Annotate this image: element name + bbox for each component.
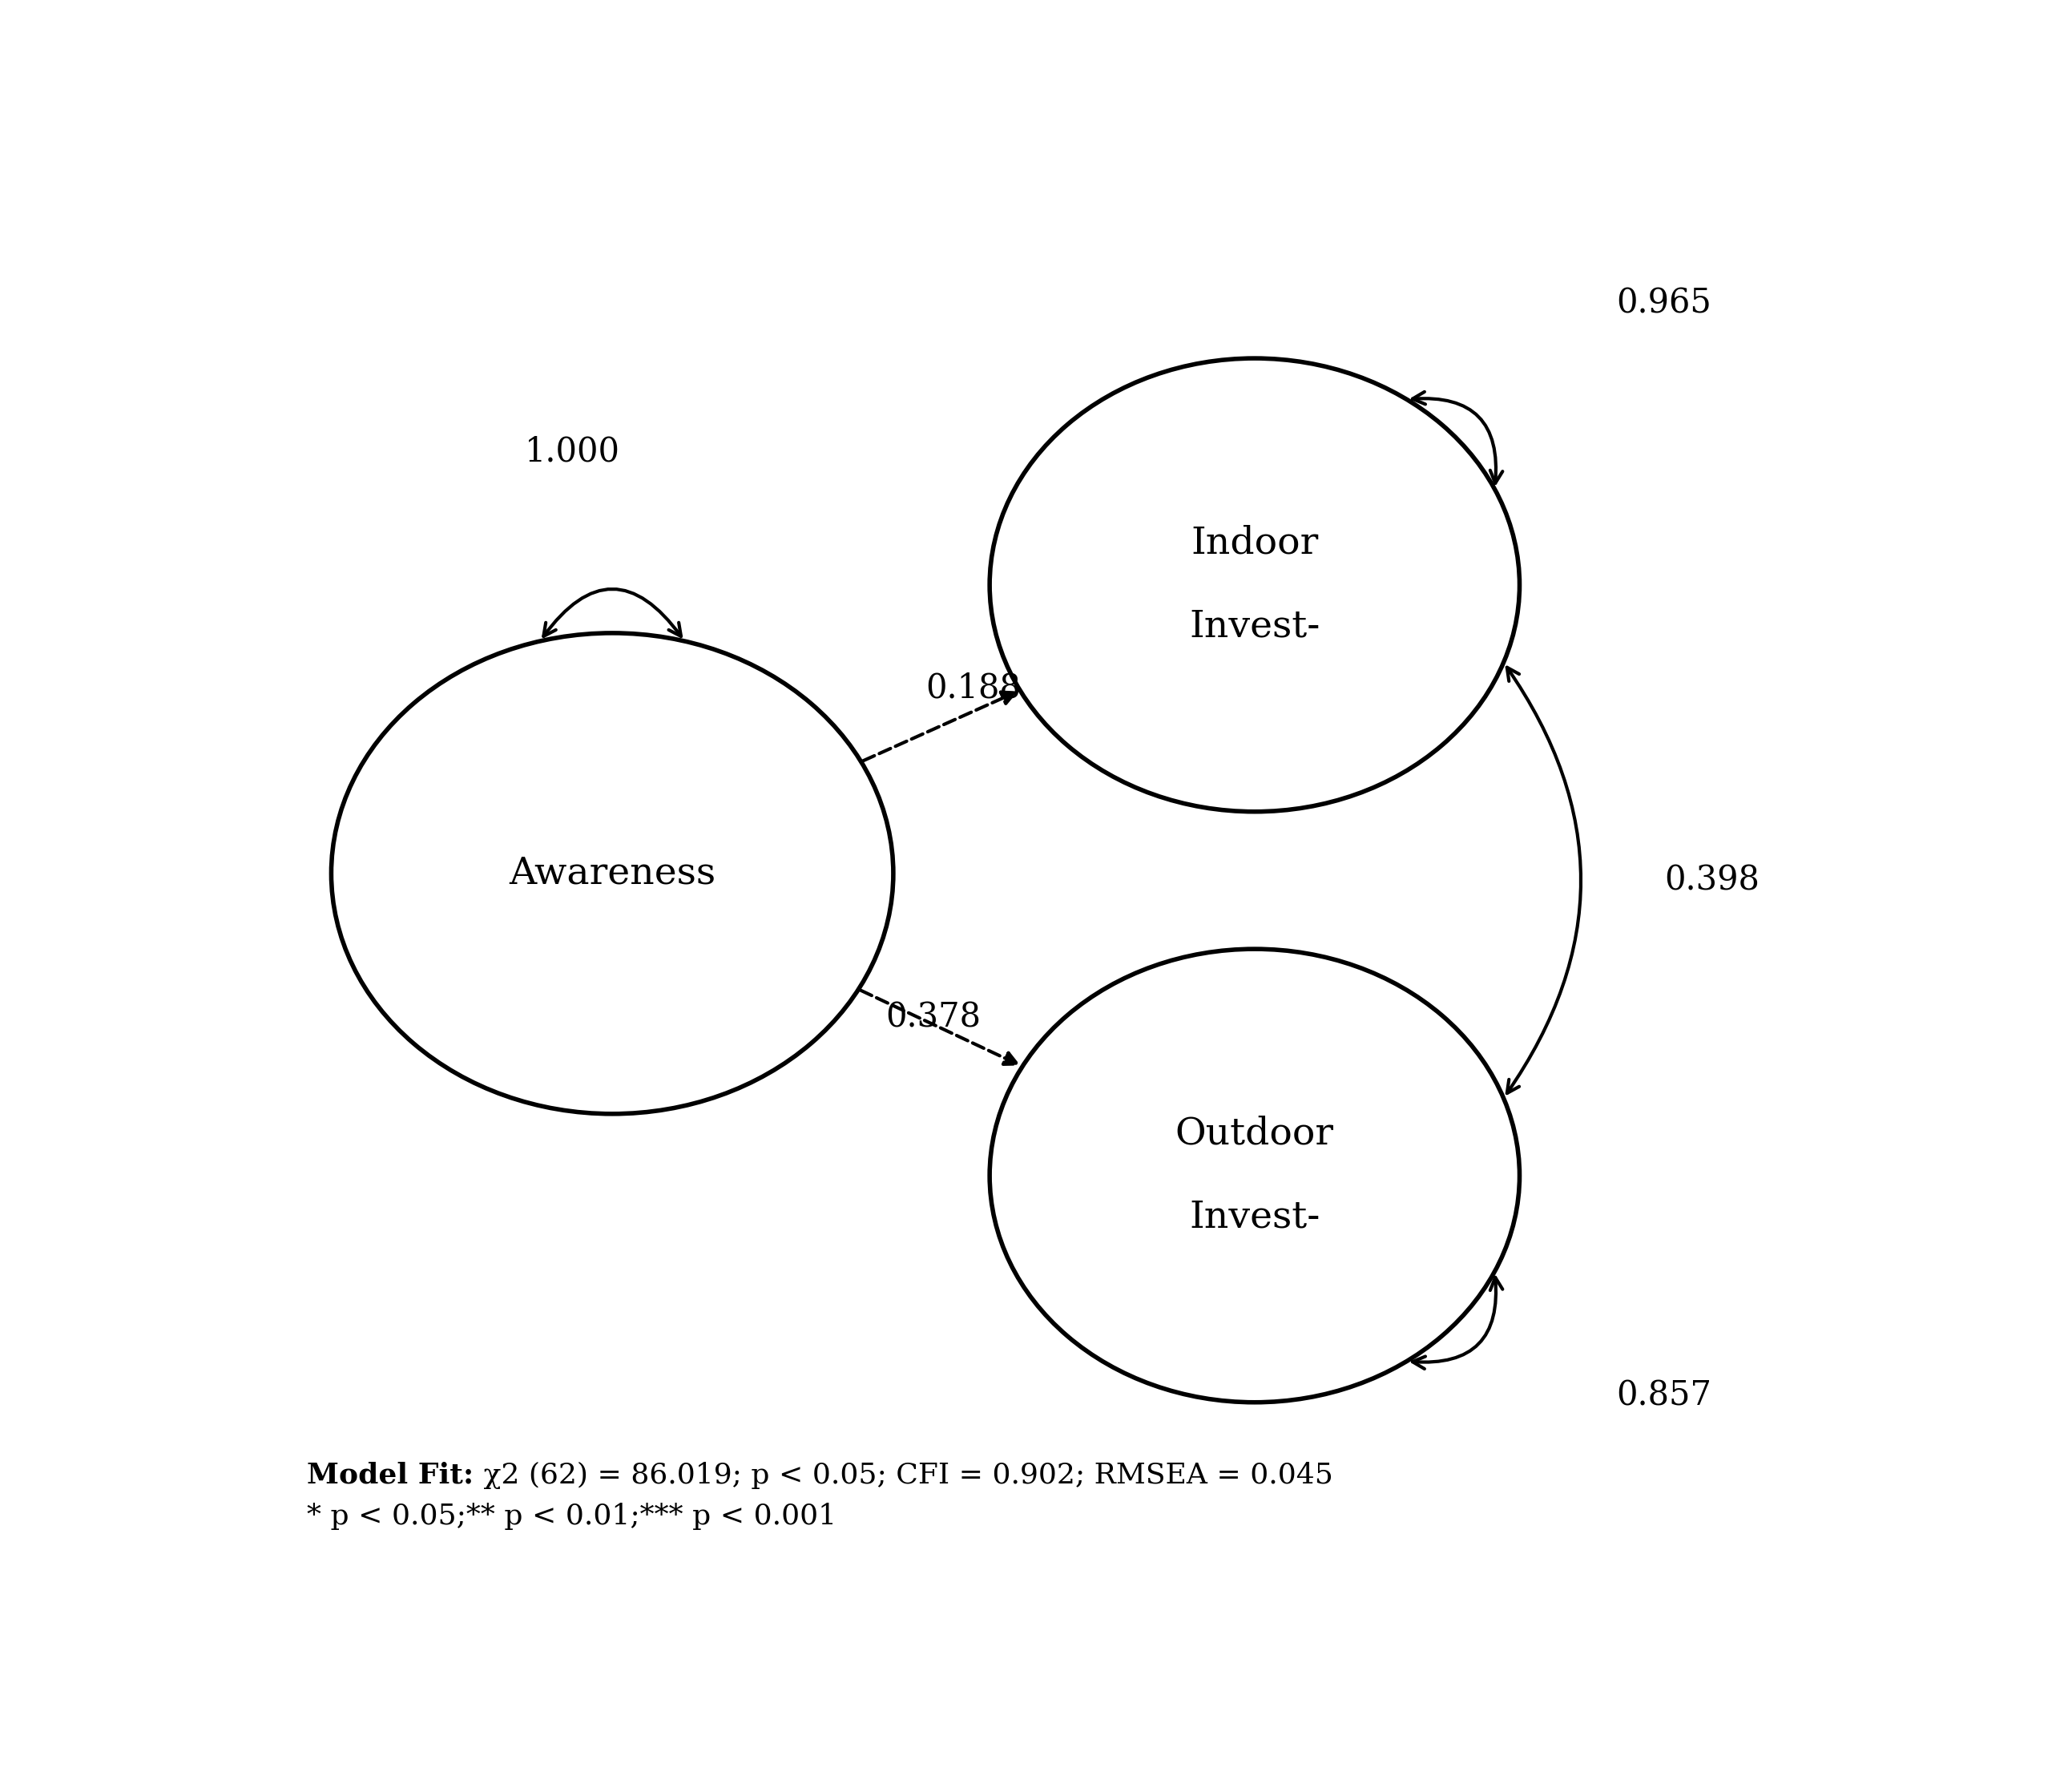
Text: Indoor

Invest-: Indoor Invest- [1189,524,1320,646]
Text: Awareness: Awareness [510,855,715,892]
Text: Model Fit:: Model Fit: [307,1461,474,1490]
Text: 0.857: 0.857 [1616,1379,1711,1413]
FancyArrowPatch shape [1413,392,1502,483]
Text: χ2 (62) = 86.019; p < 0.05; CFI = 0.902; RMSEA = 0.045: χ2 (62) = 86.019; p < 0.05; CFI = 0.902;… [474,1461,1332,1490]
Text: * p < 0.05;** p < 0.01;*** p < 0.001: * p < 0.05;** p < 0.01;*** p < 0.001 [307,1502,837,1531]
FancyArrowPatch shape [1413,1277,1502,1368]
FancyArrowPatch shape [1506,667,1581,1094]
Text: 0.965: 0.965 [1616,287,1711,319]
Text: 0.398: 0.398 [1664,863,1759,897]
Circle shape [990,949,1519,1402]
Text: 0.378: 0.378 [885,1001,980,1035]
Circle shape [332,633,893,1113]
Text: 1.000: 1.000 [524,435,620,467]
Text: 0.188: 0.188 [926,671,1021,705]
Circle shape [990,359,1519,812]
Text: Outdoor

Invest-: Outdoor Invest- [1175,1115,1334,1236]
FancyArrowPatch shape [543,589,682,637]
